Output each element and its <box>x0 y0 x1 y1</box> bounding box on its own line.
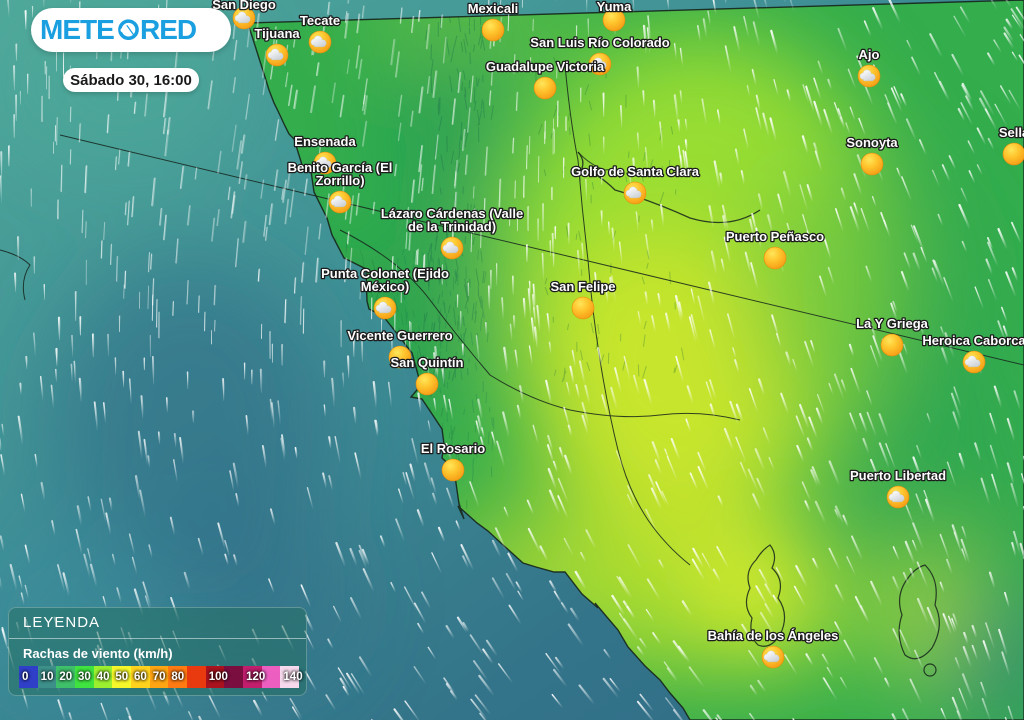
svg-text:Sonoyta: Sonoyta <box>846 135 898 150</box>
svg-text:Mexicali: Mexicali <box>468 1 519 16</box>
svg-text:Ajo: Ajo <box>859 47 880 62</box>
svg-text:Ensenada: Ensenada <box>294 134 356 149</box>
svg-text:Tijuana: Tijuana <box>254 26 300 41</box>
svg-text:San Luis Río Colorado: San Luis Río Colorado <box>530 35 669 50</box>
svg-text:México): México) <box>361 279 409 294</box>
svg-text:Bahía de los Ángeles: Bahía de los Ángeles <box>708 628 839 643</box>
svg-text:RED: RED <box>140 14 197 45</box>
svg-text:Yuma: Yuma <box>597 0 632 14</box>
svg-text:El Rosario: El Rosario <box>421 441 485 456</box>
svg-text:de la Trinidad): de la Trinidad) <box>408 219 496 234</box>
svg-text:Heroica Caborca: Heroica Caborca <box>922 333 1024 348</box>
svg-text:METE: METE <box>40 14 114 45</box>
svg-text:Puerto Peñasco: Puerto Peñasco <box>726 229 824 244</box>
svg-text:Sella: Sella <box>999 125 1024 140</box>
svg-text:Zorrillo): Zorrillo) <box>315 173 364 188</box>
svg-text:La Y Griega: La Y Griega <box>856 316 929 331</box>
svg-text:Golfo de Santa Clara: Golfo de Santa Clara <box>571 164 700 179</box>
svg-text:San Diego: San Diego <box>212 0 276 12</box>
svg-text:Puerto Libertad: Puerto Libertad <box>850 468 946 483</box>
svg-text:Vicente Guerrero: Vicente Guerrero <box>347 328 452 343</box>
svg-text:Guadalupe Victoria: Guadalupe Victoria <box>486 59 605 74</box>
svg-text:Tecate: Tecate <box>300 13 340 28</box>
svg-text:San Felipe: San Felipe <box>550 279 615 294</box>
svg-text:San Quintín: San Quintín <box>391 355 464 370</box>
